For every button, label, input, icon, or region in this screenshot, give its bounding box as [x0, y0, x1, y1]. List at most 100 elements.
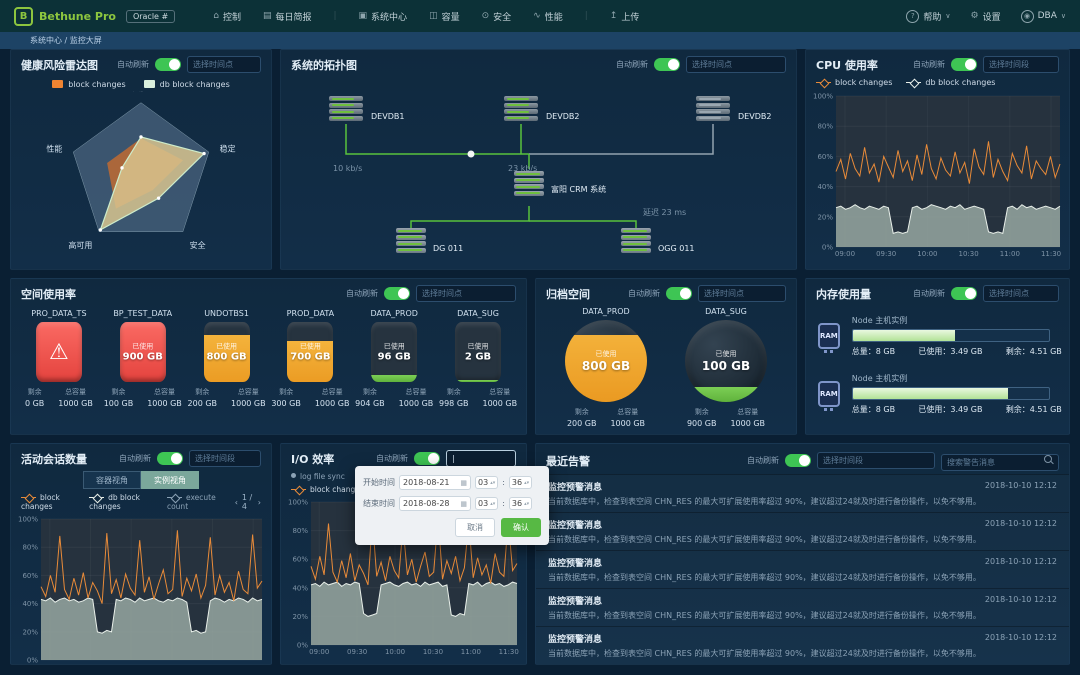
auto-refresh-toggle[interactable]: [155, 58, 181, 71]
tablespace-item[interactable]: DATA_PROD 已使用 96 GB 剩余 904 GB 总容量 1000 GB: [355, 309, 434, 408]
end-hour-stepper[interactable]: 03 ▴▾: [475, 497, 499, 510]
svg-text:安全: 安全: [190, 240, 206, 250]
alert-row[interactable]: 监控预警消息 当前数据库中，检查到表空间 CHN_RES 的最大可扩展使用率超过…: [536, 588, 1069, 626]
tablespace-item[interactable]: PRO_DATA_TS ⚠ 剩余 0 GB 总容量 1000 GB: [24, 309, 93, 408]
auto-refresh-toggle[interactable]: [785, 454, 811, 467]
db-node-devdb2[interactable]: [504, 96, 538, 121]
time-range-input[interactable]: [817, 452, 935, 469]
settings-button[interactable]: ⚙ 设置: [970, 11, 1001, 23]
alert-row[interactable]: 监控预警消息 当前数据库中，检查到表空间 CHN_RES 的最大可扩展使用率超过…: [536, 626, 1069, 664]
alert-row[interactable]: 监控预警消息 当前数据库中，检查到表空间 CHN_RES 的最大可扩展使用率超过…: [536, 474, 1069, 512]
chevron-down-icon: ∨: [1060, 12, 1066, 20]
start-minute-stepper[interactable]: 36 ▴▾: [508, 476, 533, 489]
node-label: DEVDB2: [546, 112, 580, 121]
breadcrumb[interactable]: 系统中心 / 监控大屏: [30, 36, 102, 45]
tablespace-item[interactable]: PROD_DATA 已使用 700 GB 剩余 300 GB 总容量 1000 GB: [271, 309, 350, 408]
brand-logo[interactable]: B Bethune Pro: [14, 6, 116, 26]
archive-item[interactable]: DATA_PROD 已使用 800 GB 剩余 200 GB 总容量 1000 GB: [565, 307, 647, 428]
pager-prev-button[interactable]: ‹: [234, 497, 238, 507]
alert-row[interactable]: 监控预警消息 当前数据库中，检查到表空间 CHN_RES 的最大可扩展使用率超过…: [536, 550, 1069, 588]
auto-refresh-toggle[interactable]: [951, 58, 977, 71]
time-range-input[interactable]: [983, 56, 1059, 73]
auto-refresh-label: 自动刷新: [747, 456, 779, 465]
panel-title: I/O 效率: [291, 452, 335, 466]
time-point-input[interactable]: [983, 285, 1059, 302]
time-range-input[interactable]: [189, 450, 261, 467]
alert-search-input[interactable]: [941, 454, 1059, 471]
db-node-ogg[interactable]: [621, 228, 651, 253]
auto-refresh-toggle[interactable]: [951, 287, 977, 300]
memory-bar: [851, 387, 1050, 400]
auto-refresh-label: 自动刷新: [346, 289, 378, 298]
auto-refresh-toggle[interactable]: [666, 287, 692, 300]
stepper-arrows-icon[interactable]: ▴▾: [524, 500, 530, 507]
panel-title: 内存使用量: [816, 287, 871, 301]
legend-db-block-changes[interactable]: db block changes: [143, 80, 230, 89]
nav-item-capacity[interactable]: ◫ 容量: [429, 11, 460, 23]
help-icon: ?: [906, 9, 920, 23]
node-label: DG 011: [433, 244, 464, 253]
nav-item-system-center[interactable]: ▣ 系统中心: [358, 11, 408, 23]
nav-item-control[interactable]: ⌂ 控制: [213, 11, 241, 23]
end-date-input[interactable]: 2018-08-28 ▦: [399, 496, 471, 511]
auto-refresh-toggle[interactable]: [654, 58, 680, 71]
time-point-input[interactable]: [686, 56, 786, 73]
nav-separator: |: [333, 11, 337, 21]
stepper-arrows-icon[interactable]: ▴▾: [524, 479, 530, 486]
time-point-input[interactable]: [698, 285, 786, 302]
alert-row[interactable]: 监控预警消息 当前数据库中，检查到表空间 CHN_RES 的最大可扩展使用率超过…: [536, 512, 1069, 550]
time-point-input[interactable]: [187, 56, 261, 73]
user-menu[interactable]: ◉ DBA ∨: [1020, 9, 1066, 23]
tablespace-item[interactable]: BP_TEST_DATA 已使用 900 GB 剩余 100 GB 总容量 1000 …: [103, 309, 182, 408]
auto-refresh-toggle[interactable]: [157, 452, 183, 465]
panel-title: 健康风险雷达图: [21, 58, 98, 72]
stepper-arrows-icon[interactable]: ▴▾: [490, 500, 496, 507]
start-date-input[interactable]: 2018-08-21 ▦: [399, 475, 471, 490]
nav-item-security[interactable]: ⊙ 安全: [481, 11, 512, 23]
legend-db-block-changes[interactable]: db block changes: [906, 78, 995, 87]
end-minute-stepper[interactable]: 36 ▴▾: [508, 497, 533, 510]
auto-refresh-toggle[interactable]: [414, 452, 440, 465]
time-point-input[interactable]: [416, 285, 516, 302]
alert-row[interactable]: 监控预警消息 当前数据库中，检查到表空间 CHN_RES 的最大可扩展使用率超过…: [536, 664, 1069, 665]
legend-execute-count[interactable]: execute count: [166, 493, 216, 511]
start-time-label: 开始时间: [363, 478, 395, 487]
stepper-arrows-icon[interactable]: ▴▾: [490, 479, 496, 486]
legend-block-changes[interactable]: block changes: [52, 80, 126, 89]
svg-text:60%: 60%: [817, 153, 833, 161]
cancel-button[interactable]: 取消: [455, 518, 495, 537]
recent-alerts-panel: 最近告警 自动刷新 监控预警消息 当前数据库中，检查到表空间 CHN_RES 的…: [535, 443, 1070, 665]
tablespace-item[interactable]: UNDOTBS1 已使用 800 GB 剩余 200 GB 总容量 1000 GB: [187, 309, 266, 408]
time-range-input-focused[interactable]: [446, 450, 516, 467]
legend-block-changes[interactable]: block changes: [291, 485, 364, 494]
svg-text:0%: 0%: [27, 657, 38, 665]
user-avatar-icon: ◉: [1020, 9, 1034, 23]
pager-next-button[interactable]: ›: [257, 497, 261, 507]
confirm-button[interactable]: 确认: [501, 518, 541, 537]
legend-log-file-sync[interactable]: log file sync: [291, 472, 345, 481]
legend-db-block-changes[interactable]: db block changes: [89, 493, 140, 511]
alert-list: 监控预警消息 当前数据库中，检查到表空间 CHN_RES 的最大可扩展使用率超过…: [536, 474, 1069, 665]
help-menu[interactable]: ? 帮助 ∨: [906, 9, 951, 23]
legend-block-changes[interactable]: block changes: [816, 78, 892, 87]
gray-diamond-icon: [166, 493, 182, 501]
tablespace-item[interactable]: DATA_SUG 已使用 2 GB 剩余 998 GB 总容量 1000 GB: [439, 309, 518, 408]
nav-item-daily-report[interactable]: ▤ 每日简报: [262, 11, 312, 23]
link-rate: 23 kb/s: [508, 164, 538, 173]
nav-item-performance[interactable]: ∿ 性能: [533, 11, 563, 23]
db-node-crm-center[interactable]: [514, 171, 544, 196]
db-node-devdb3[interactable]: [696, 96, 730, 121]
nav-item-upload[interactable]: ↥ 上传: [609, 11, 640, 23]
oracle-badge[interactable]: Oracle #: [125, 9, 176, 23]
auto-refresh-label: 自动刷新: [913, 60, 945, 69]
search-icon[interactable]: [1044, 455, 1052, 463]
top-navbar: B Bethune Pro Oracle # ⌂ 控制 ▤ 每日简报 | ▣ 系统中心…: [0, 0, 1080, 32]
legend-block-changes[interactable]: block changes: [21, 493, 60, 511]
auto-refresh-toggle[interactable]: [384, 287, 410, 300]
tab-container-view[interactable]: 容器视角: [83, 471, 141, 489]
db-node-dg[interactable]: [396, 228, 426, 253]
tab-instance-view[interactable]: 实例视角: [141, 471, 199, 489]
start-hour-stepper[interactable]: 03 ▴▾: [475, 476, 499, 489]
archive-item[interactable]: DATA_SUG 已使用 100 GB 剩余 900 GB 总容量 1000 GB: [685, 307, 767, 428]
db-node-devdb1[interactable]: [329, 96, 363, 121]
